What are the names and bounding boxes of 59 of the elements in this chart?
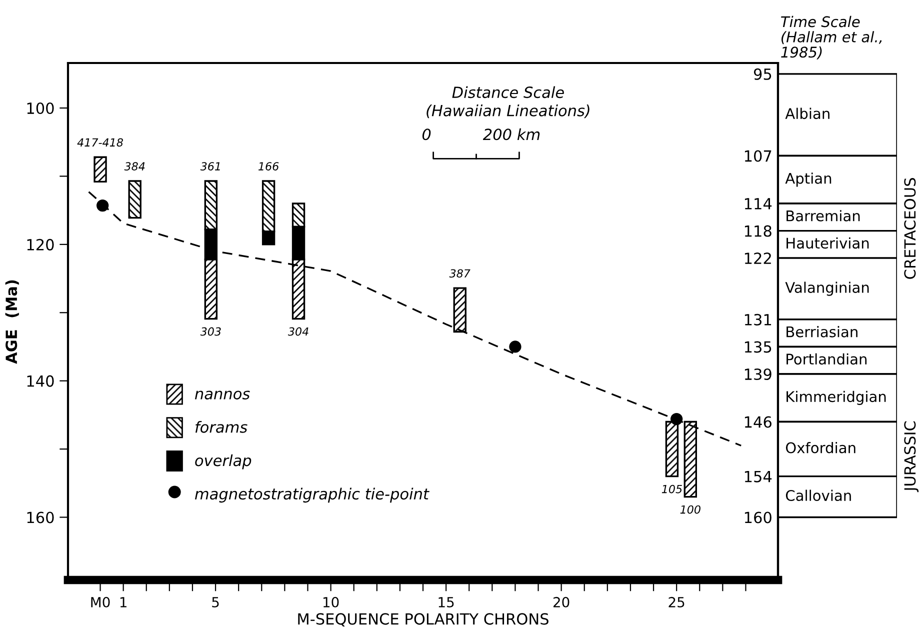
annotation: CRETACEOUS xyxy=(904,178,916,279)
y-tick-label: 135 xyxy=(744,341,772,353)
legend-label: forams xyxy=(195,421,248,433)
annotation: 200 km xyxy=(482,128,540,140)
y-tick-label: 160 xyxy=(744,512,772,524)
annotation: 303 xyxy=(200,327,221,336)
x-tick-label: 15 xyxy=(438,597,454,608)
series-label: Kimmeridgian xyxy=(786,390,886,405)
x-tick-label: 1 xyxy=(120,597,126,608)
annotation: 417-418 xyxy=(77,138,123,147)
y-tick-label: 120 xyxy=(27,238,54,250)
y-tick-label: 131 xyxy=(744,314,772,326)
annotation: 384 xyxy=(124,162,145,171)
annotation: 304 xyxy=(288,327,308,336)
series-label: Albian xyxy=(785,108,830,120)
series-label: Aptian xyxy=(785,172,832,187)
series-label: Valanginian xyxy=(785,282,869,296)
series-label: Oxfordian xyxy=(786,442,856,454)
legend-label: magnetostratigraphic tie-point xyxy=(194,488,430,503)
annotation: 100 xyxy=(680,505,700,514)
x-tick-label: 10 xyxy=(323,596,339,608)
bar xyxy=(453,287,466,333)
point xyxy=(96,199,109,212)
annotation: 361 xyxy=(200,162,220,171)
x-axis-title: M-SEQUENCE POLARITY CHRONS xyxy=(298,613,548,626)
x-tick-label: 20 xyxy=(553,596,570,608)
legend-label: nannos xyxy=(194,390,250,400)
chart-title: Time Scale (Hallam et al., 1985) xyxy=(781,16,882,60)
point xyxy=(509,340,522,353)
series-label: Hauterivian xyxy=(786,237,869,249)
annotation: Distance Scale (Hawaiian Lineations) xyxy=(426,86,590,118)
x-tick-label: M0 xyxy=(91,596,110,608)
y-axis-title: AGE (Ma) xyxy=(5,280,19,364)
annotation: 105 xyxy=(662,484,682,494)
y-tick-label: 139 xyxy=(744,368,772,380)
y-tick-label: 118 xyxy=(744,225,772,237)
annotation: 387 xyxy=(449,269,470,278)
point xyxy=(670,412,683,426)
x-tick-label: 25 xyxy=(668,596,684,608)
y-tick-label: 95 xyxy=(754,68,772,80)
series-label: Portlandian xyxy=(786,353,867,365)
annotation: 0 xyxy=(422,128,431,140)
legend-label: overlap xyxy=(195,454,252,470)
y-tick-label: 140 xyxy=(27,375,54,387)
bar xyxy=(128,180,142,219)
y-tick-label: 100 xyxy=(27,102,54,114)
annotation: 166 xyxy=(258,162,279,171)
y-tick-label: 160 xyxy=(27,512,54,524)
y-tick-label: 114 xyxy=(744,198,772,210)
bar xyxy=(94,156,107,183)
series-label: Barremian xyxy=(786,210,860,222)
annotation: JURASSIC xyxy=(904,421,919,492)
y-tick-label: 107 xyxy=(744,150,772,162)
y-tick-label: 154 xyxy=(744,470,772,482)
series-label: Berriasian xyxy=(786,326,858,338)
series-label: Callovian xyxy=(786,490,851,502)
y-tick-label: 122 xyxy=(744,252,771,264)
x-tick-label: 5 xyxy=(212,597,219,608)
y-tick-label: 146 xyxy=(744,416,772,428)
